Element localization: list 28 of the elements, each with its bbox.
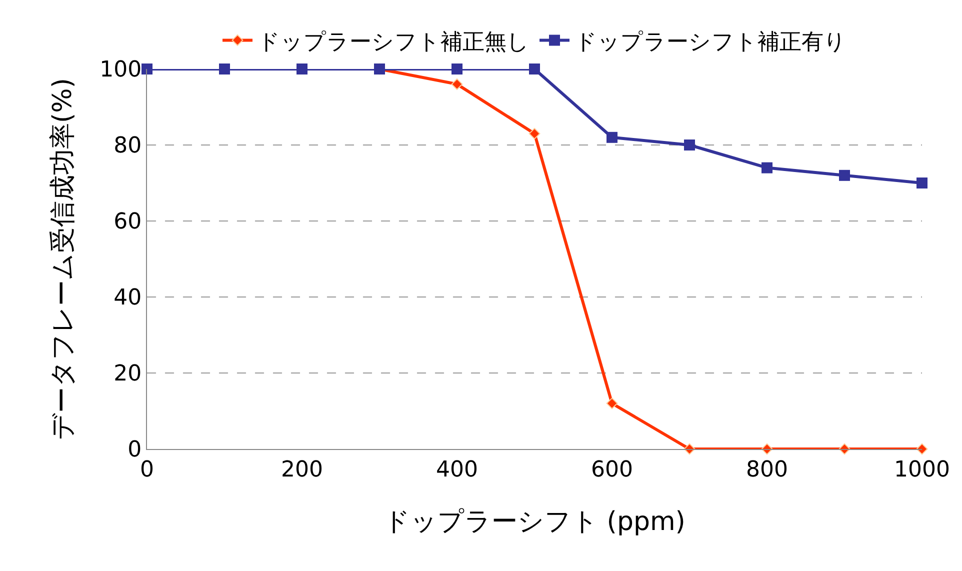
y-tick-label: 20 — [114, 362, 142, 387]
y-tick-label: 80 — [114, 134, 142, 159]
y-axis-title: データフレーム受信成功率(%) — [48, 78, 78, 440]
y-tick-label: 0 — [128, 438, 142, 463]
point — [762, 162, 772, 174]
legend-label: ドップラーシフト補正無し — [258, 30, 530, 55]
y-tick-label: 60 — [114, 210, 142, 235]
x-tick-label: 600 — [591, 457, 633, 482]
x-axis-title: ドップラーシフト (ppm) — [384, 507, 686, 538]
y-tick-label: 40 — [114, 286, 142, 311]
point — [606, 132, 618, 143]
x-tick-label: 400 — [436, 457, 478, 482]
point — [296, 64, 308, 74]
point — [916, 178, 928, 188]
point — [142, 64, 152, 74]
x-tick-label: 200 — [281, 457, 323, 482]
point — [528, 128, 540, 140]
point — [451, 78, 463, 90]
point — [452, 64, 462, 74]
point — [529, 64, 540, 74]
point — [219, 64, 230, 74]
legend-label: ドップラーシフト補正有り — [574, 30, 846, 55]
x-tick-label: 1000 — [894, 457, 950, 482]
x-tick-label: 800 — [746, 457, 788, 482]
point — [606, 398, 618, 410]
point — [684, 140, 695, 150]
y-tick-label: 100 — [100, 58, 142, 83]
point — [839, 170, 850, 181]
